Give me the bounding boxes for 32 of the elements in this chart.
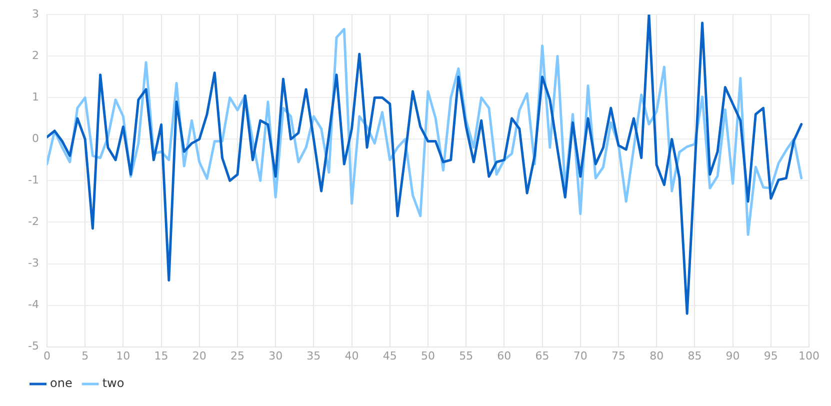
x-tick-label: 20 (192, 349, 206, 362)
x-tick-label: 10 (116, 349, 130, 362)
y-tick-label: -2 (28, 215, 39, 228)
x-tick-label: 25 (230, 349, 244, 362)
x-tick-label: 30 (268, 349, 283, 362)
y-tick-label: -3 (28, 256, 39, 270)
x-tick-label: 65 (535, 349, 550, 362)
y-tick-label: 1 (32, 90, 39, 104)
y-tick-label: -4 (28, 298, 39, 312)
x-tick-label: 100 (798, 349, 820, 362)
x-tick-label: 45 (382, 349, 397, 362)
y-tick-label: -1 (28, 174, 39, 187)
y-tick-label: 2 (32, 48, 39, 62)
x-tick-label: 70 (573, 349, 588, 362)
y-tick-label: 3 (32, 7, 39, 20)
y-tick-label: -5 (28, 340, 39, 353)
x-tick-label: 40 (344, 349, 359, 362)
x-tick-label: 75 (611, 349, 626, 362)
legend-label: one (50, 376, 72, 390)
x-tick-label: 0 (43, 349, 50, 362)
x-tick-label: 5 (82, 349, 89, 362)
x-tick-label: 95 (764, 349, 778, 362)
x-tick-label: 80 (650, 349, 664, 362)
x-tick-label: 15 (154, 349, 168, 362)
x-tick-label: 85 (688, 349, 702, 362)
legend-label: two (102, 376, 124, 390)
x-tick-label: 55 (459, 349, 474, 362)
x-tick-label: 90 (726, 349, 740, 362)
y-tick-label: 0 (32, 132, 39, 146)
x-tick-label: 60 (497, 349, 512, 362)
x-tick-label: 35 (306, 349, 321, 362)
x-tick-label: 50 (420, 349, 435, 362)
